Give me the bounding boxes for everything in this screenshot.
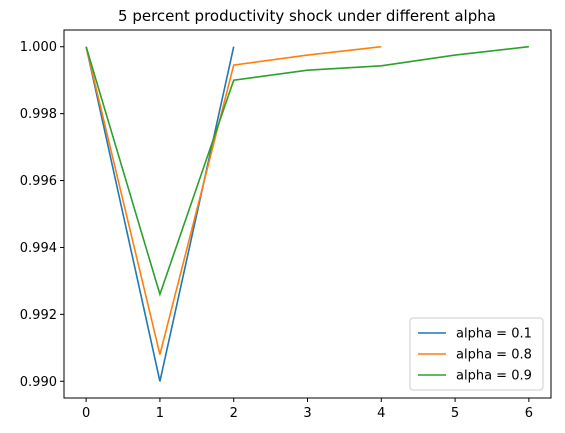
series-line-2 (85, 45, 382, 355)
legend-label: alpha = 0.8 (456, 348, 532, 363)
legend-box (409, 317, 544, 391)
y-tick-label: 0.994 (20, 241, 57, 256)
legend-label: alpha = 0.1 (456, 327, 532, 342)
y-tick-label: 0.998 (20, 107, 57, 122)
x-tick-label: 4 (377, 406, 385, 421)
x-axis: 0 1 2 3 4 5 6 (82, 398, 533, 421)
chart-title: 5 percent productivity shock under diffe… (118, 7, 496, 25)
y-tick-label: 0.996 (20, 174, 57, 189)
x-tick-label: 0 (82, 406, 90, 421)
y-tick-label: 0.992 (20, 308, 57, 323)
plot-lines (85, 45, 529, 382)
x-tick-label: 2 (230, 406, 238, 421)
x-tick-label: 5 (451, 406, 459, 421)
y-tick-label: 1.000 (20, 40, 57, 55)
x-tick-label: 6 (525, 406, 533, 421)
plot-frame (63, 29, 552, 399)
y-axis: 0.990 0.992 0.994 0.996 0.998 1.000 (20, 40, 64, 390)
series-line-1 (85, 46, 235, 382)
x-tick-label: 1 (156, 406, 164, 421)
y-tick-label: 0.990 (20, 375, 57, 390)
legend-label: alpha = 0.9 (456, 369, 532, 384)
x-tick-label: 3 (303, 406, 311, 421)
legend: alpha = 0.1 alpha = 0.8 alpha = 0.9 (409, 317, 544, 391)
series-line-3 (85, 45, 529, 297)
